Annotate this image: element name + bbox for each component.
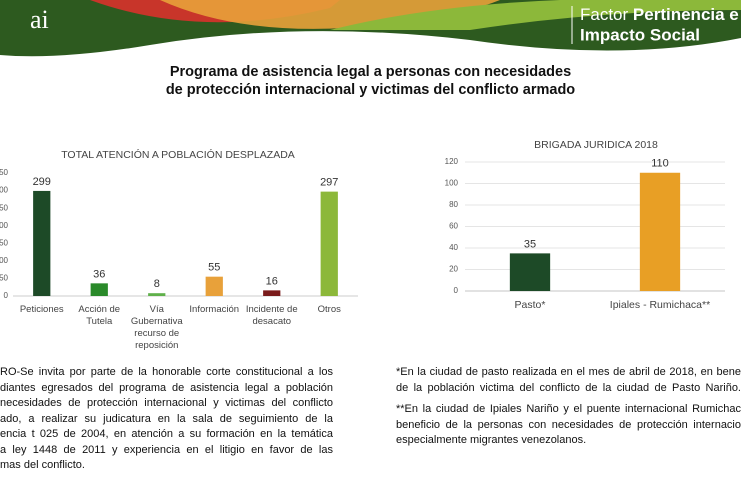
data-label: 299	[33, 176, 51, 188]
text-line: de la población victima del conflicto de…	[396, 381, 741, 394]
data-label: 8	[154, 278, 160, 290]
right-paragraph: *En la ciudad de pasto realizada en el m…	[396, 365, 741, 449]
text-line: a ley 1448 de 2011 y experiencia en el l…	[0, 443, 333, 456]
data-label: 16	[266, 275, 278, 287]
text-line: ado, a realizar su judicatura en la sala…	[0, 412, 333, 425]
y-tick-label: 20	[449, 265, 458, 274]
y-tick-label: 0	[4, 291, 9, 300]
x-tick-label: Vía Gubernativa recurso de reposición	[130, 304, 183, 351]
chart-title: BRIGADA JURIDICA 2018	[534, 139, 658, 151]
bar	[148, 293, 166, 296]
x-tick-label: Pasto*	[514, 299, 546, 311]
y-tick-label: 100	[0, 256, 9, 265]
header-arc	[330, 0, 741, 30]
text-line: **En la ciudad de Ipiales Nariño y el pu…	[396, 403, 741, 415]
x-tick-label: Información	[189, 304, 240, 315]
x-tick-label: Incidente de desacato	[245, 304, 298, 327]
y-tick-label: 350	[0, 168, 9, 177]
bar	[90, 283, 108, 296]
logo: ai	[30, 5, 49, 34]
y-tick-label: 80	[449, 200, 458, 209]
y-tick-label: 40	[449, 243, 458, 252]
text-line: RO-Se invita por parte de la honorable c…	[0, 366, 333, 378]
bar	[263, 290, 281, 296]
data-label: 36	[93, 268, 105, 280]
data-label: 55	[208, 262, 220, 274]
y-tick-label: 250	[0, 203, 9, 212]
text-line: necesidades de protección internacional …	[0, 397, 333, 409]
header-line2: Impacto Social	[580, 25, 700, 44]
data-label: 35	[524, 238, 536, 250]
bar	[33, 190, 51, 296]
x-tick-label: Acción de Tutela	[78, 304, 121, 327]
paragraph: **En la ciudad de Ipiales Nariño y el pu…	[396, 402, 741, 449]
y-tick-label: 100	[445, 179, 459, 188]
bar	[320, 191, 338, 296]
data-label: 297	[320, 177, 338, 189]
y-tick-label: 50	[0, 274, 9, 283]
y-tick-label: 150	[0, 238, 9, 247]
x-tick-label: Peticiones	[19, 304, 64, 315]
text-line: encia t 025 de 2004, en atención a su fo…	[0, 428, 333, 440]
y-tick-label: 300	[0, 186, 9, 195]
slide-title: de protección internacional y victimas d…	[165, 82, 576, 98]
bar	[509, 253, 551, 291]
header-factor-bold: Pertinencia e	[633, 5, 739, 24]
paragraph: *En la ciudad de pasto realizada en el m…	[396, 365, 741, 396]
header-factor: Factor	[580, 5, 629, 24]
x-tick-label: Otros	[317, 304, 341, 315]
text-line: mas del conflicto.	[0, 459, 85, 471]
header-text: Factor Pertinencia e	[580, 5, 739, 24]
bar	[639, 172, 681, 291]
chart-title: TOTAL ATENCIÓN A POBLACIÓN DESPLAZADA	[61, 148, 295, 161]
slide-title: Programa de asistencia legal a personas …	[169, 64, 572, 80]
text-line: *En la ciudad de pasto realizada en el m…	[396, 366, 741, 378]
text-line: beneficio de la personas con necesidades…	[396, 418, 741, 431]
text-line: especialmente migrantes venezolanos.	[396, 434, 587, 446]
data-label: 110	[651, 158, 669, 170]
x-tick-label: Ipiales - Rumichaca**	[609, 299, 711, 311]
y-tick-label: 120	[445, 157, 459, 166]
text-line: diantes egresados del programa de asiste…	[0, 381, 333, 394]
bar	[205, 276, 223, 296]
header-arc	[160, 0, 500, 29]
y-tick-label: 0	[454, 286, 459, 295]
y-tick-label: 200	[0, 221, 9, 230]
left-paragraph: RO-Se invita por parte de la honorable c…	[0, 365, 333, 474]
y-tick-label: 60	[449, 222, 458, 231]
